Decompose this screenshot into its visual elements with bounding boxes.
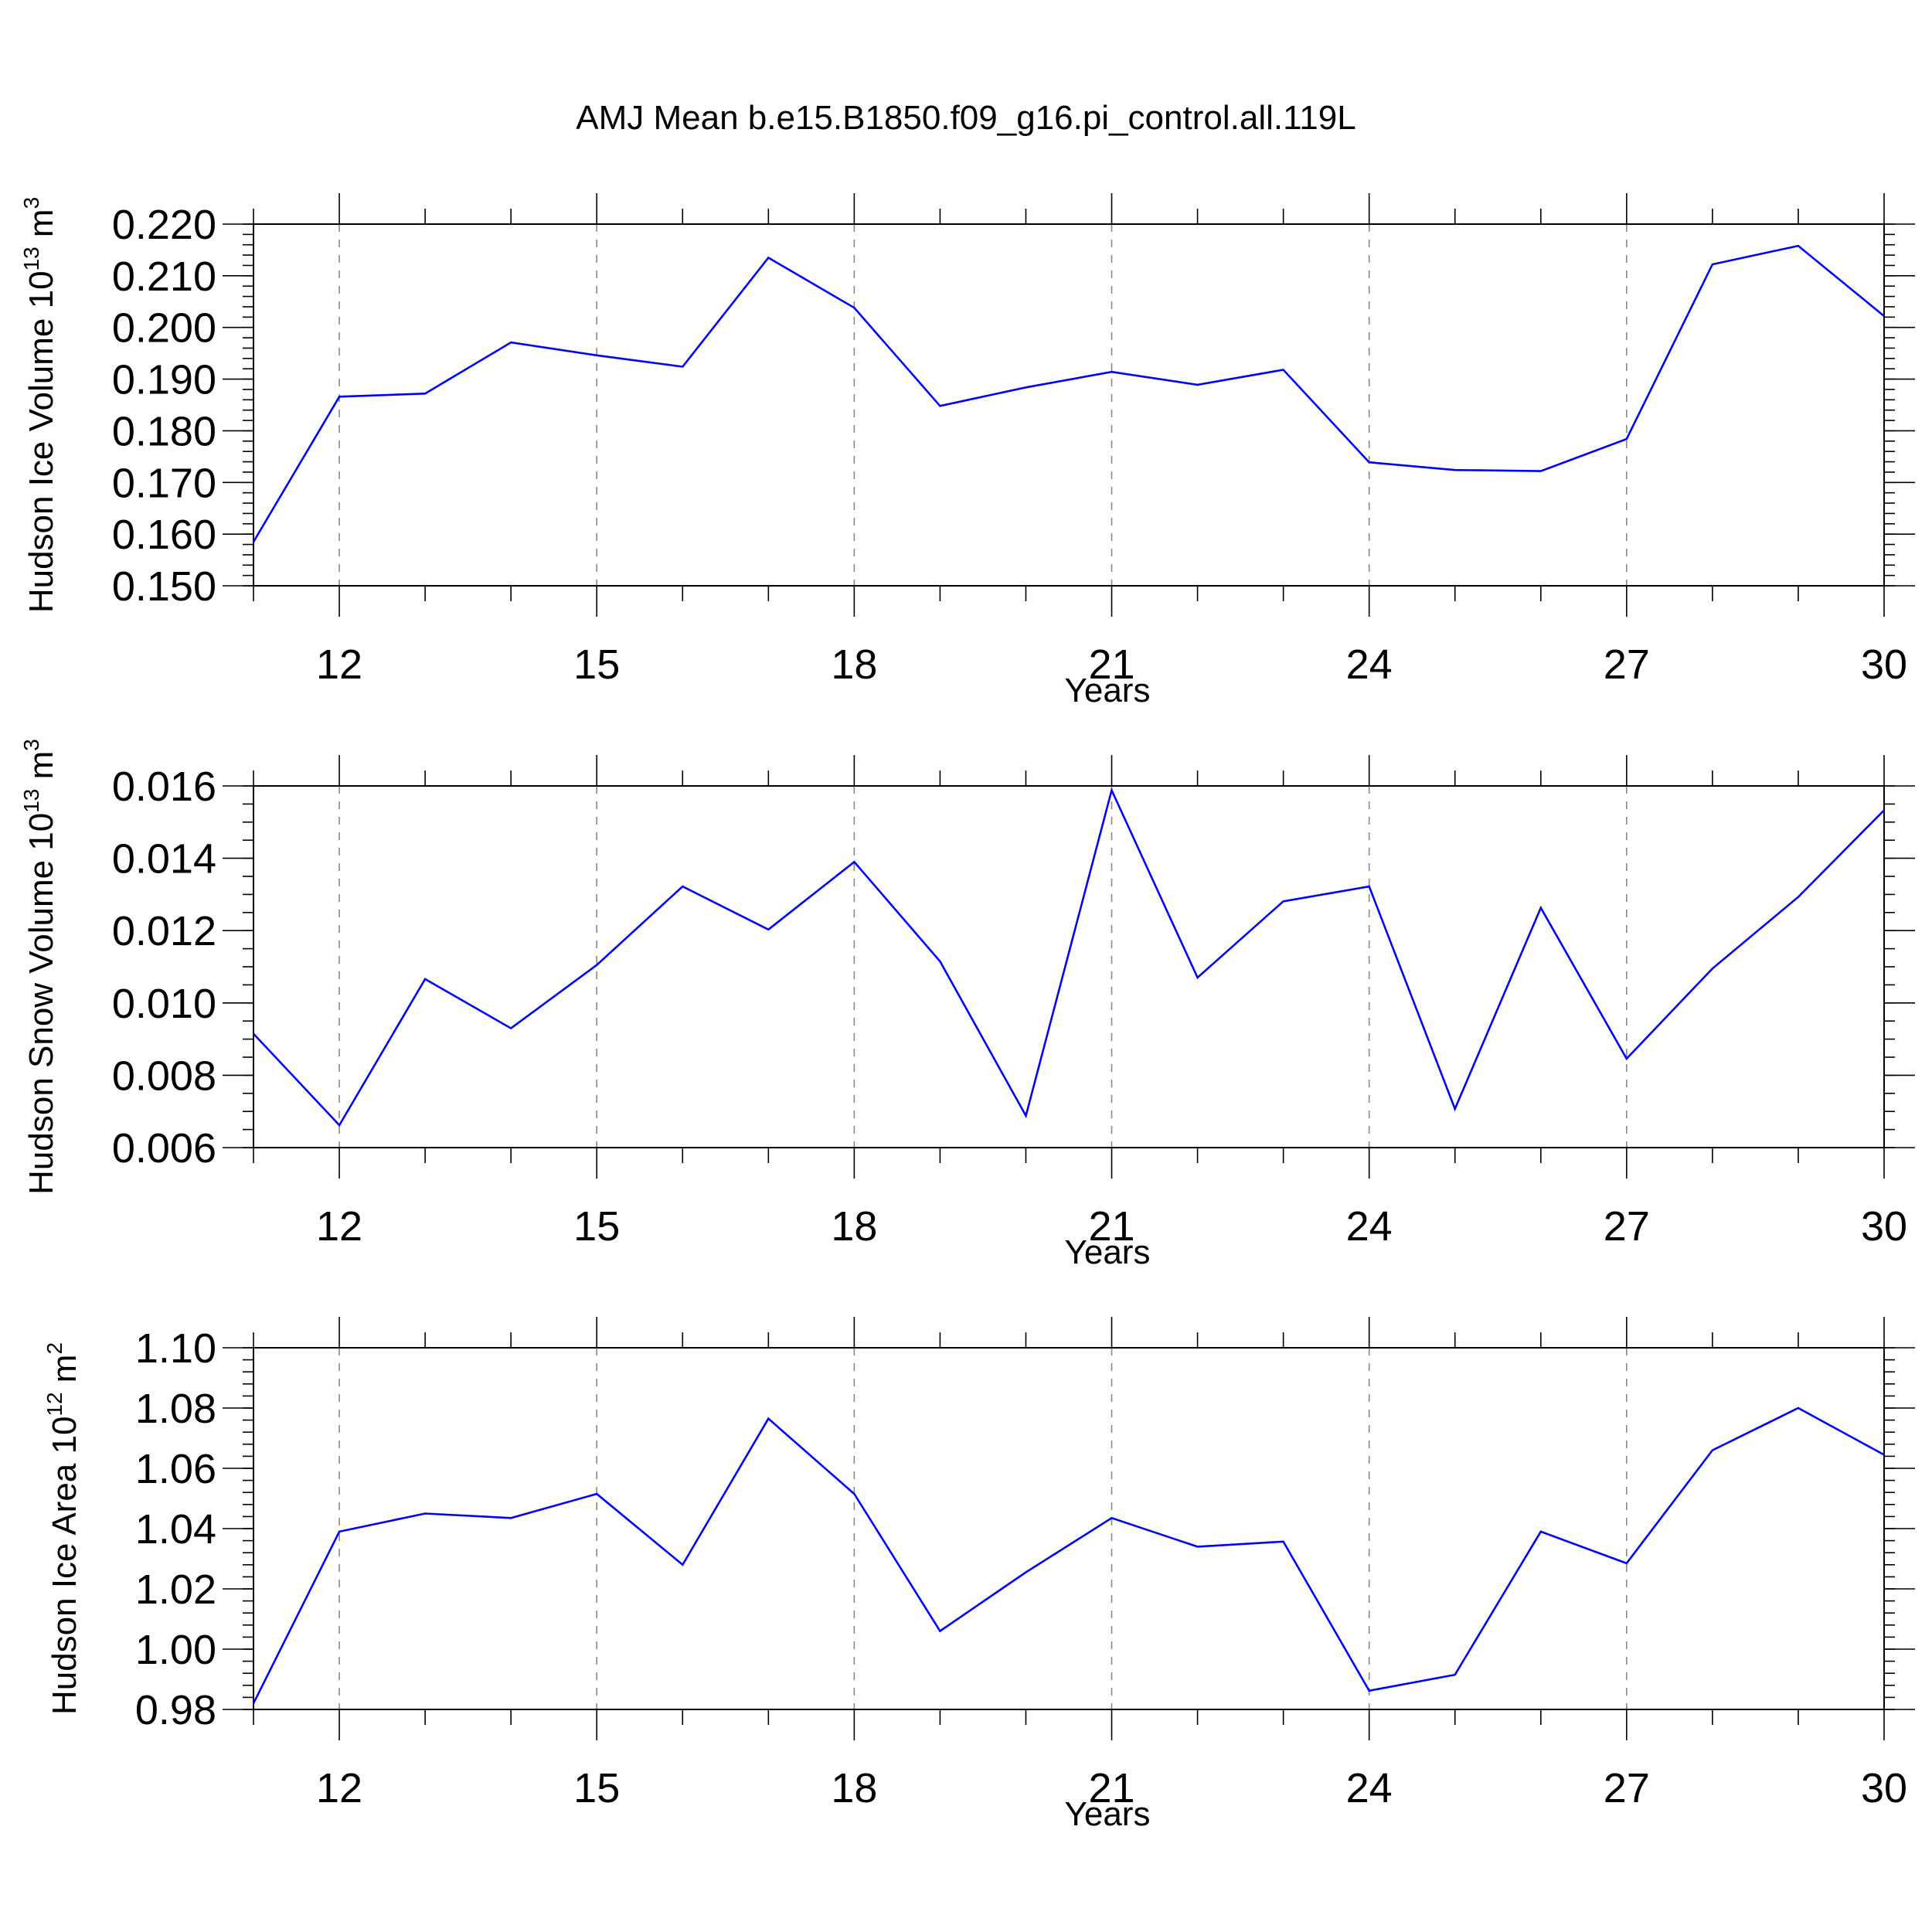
y-tick-label: 0.170	[112, 460, 216, 506]
ice-volume-series-line	[252, 244, 1885, 543]
x-tick-label: 12	[316, 641, 362, 688]
y-tick-label: 0.190	[112, 357, 216, 403]
x-tick-label: 18	[831, 1203, 877, 1250]
y-axis-label: Hudson Snow Volume 1013 m3	[19, 739, 60, 1195]
x-axis-label: Years	[1065, 1233, 1151, 1271]
y-tick-label: 0.220	[112, 202, 216, 248]
y-axis-label: Hudson Ice Area 1012 m2	[43, 1342, 83, 1715]
x-tick-label: 21	[1088, 1203, 1134, 1250]
y-axis-label-unit: m	[46, 1355, 83, 1393]
x-tick-label: 18	[831, 1765, 877, 1811]
y-axis-label-exponent: 13	[19, 789, 43, 813]
y-tick-label: 1.02	[135, 1566, 216, 1613]
y-tick-label: 0.016	[112, 764, 216, 810]
y-tick-label: 1.10	[135, 1325, 216, 1372]
x-tick-label: 12	[316, 1203, 362, 1250]
y-tick-label: 0.014	[112, 836, 216, 883]
x-tick-label: 12	[316, 1765, 362, 1811]
y-axis-label-unit-exponent: 3	[19, 739, 43, 751]
x-tick-label: 27	[1604, 1765, 1650, 1811]
y-tick-label: 1.08	[135, 1386, 216, 1432]
snow-volume-series-line	[253, 787, 1885, 1128]
x-tick-label: 27	[1604, 1203, 1650, 1250]
ice-area-panel: 12 15 18 21 24 27 30 0.98 1.00 1.02 1.04 1.06 1.08 1.…	[43, 1317, 1915, 1833]
snow-volume-panel: 12 15 18 21 24 27 30 0.006 0.008 0.010 0.012 0.014 0…	[19, 739, 1915, 1271]
y-axis-label-base: Hudson Snow Volume 10	[22, 813, 60, 1195]
y-axis-label: Hudson Ice Volume 1013 m3	[19, 197, 60, 613]
y-axis-label-unit-exponent: 3	[19, 197, 43, 209]
x-tick-label: 18	[831, 641, 877, 688]
x-tick-label: 21	[1088, 1765, 1134, 1811]
y-tick-label: 0.210	[112, 253, 216, 300]
y-tick-label: 1.04	[135, 1506, 216, 1553]
x-axis-label: Years	[1065, 1795, 1151, 1833]
y-axis-label-base: Hudson Ice Volume 10	[22, 270, 60, 613]
y-axis-label-unit: m	[22, 751, 60, 789]
y-tick-label: 0.98	[135, 1687, 216, 1733]
y-tick-label: 0.012	[112, 908, 216, 954]
x-tick-label: 27	[1604, 641, 1650, 688]
x-tick-label: 30	[1861, 1203, 1907, 1250]
plot-frame	[253, 785, 1885, 1148]
y-tick-label: 0.180	[112, 408, 216, 454]
x-tick-label: 24	[1346, 641, 1393, 688]
y-tick-label: 0.010	[112, 981, 216, 1027]
y-axis-label-exponent: 13	[19, 247, 43, 270]
x-axis-label: Years	[1065, 672, 1151, 709]
x-tick-label: 21	[1088, 641, 1134, 688]
y-tick-label: 0.008	[112, 1053, 216, 1099]
x-tick-label: 30	[1861, 641, 1907, 688]
plot-frame	[253, 223, 1885, 587]
chart-title: AMJ Mean b.e15.B1850.f09_g16.pi_control.…	[576, 99, 1355, 137]
ice-volume-panel: 12 15 18 21 24 27 30 0.150 0.160 0.170 0.180 0.190 0…	[19, 193, 1915, 709]
x-tick-label: 24	[1346, 1203, 1393, 1250]
x-tick-label: 15	[573, 1203, 620, 1250]
y-axis-label-unit-exponent: 2	[43, 1342, 66, 1355]
plot-frame	[253, 1347, 1885, 1710]
y-tick-label: 0.150	[112, 563, 216, 610]
y-tick-label: 0.200	[112, 305, 216, 352]
x-tick-label: 24	[1346, 1765, 1393, 1811]
y-axis-label-exponent: 12	[43, 1392, 66, 1416]
x-tick-label: 15	[573, 1765, 620, 1811]
y-axis-label-unit: m	[22, 209, 60, 247]
x-tick-label: 15	[573, 641, 620, 688]
y-tick-label: 1.06	[135, 1446, 216, 1492]
ice-area-series-line	[252, 1406, 1885, 1704]
y-axis-label-base: Hudson Ice Area 10	[46, 1417, 83, 1715]
x-tick-label: 30	[1861, 1765, 1907, 1811]
y-tick-label: 1.00	[135, 1627, 216, 1673]
y-tick-label: 0.006	[112, 1125, 216, 1172]
y-tick-label: 0.160	[112, 512, 216, 558]
